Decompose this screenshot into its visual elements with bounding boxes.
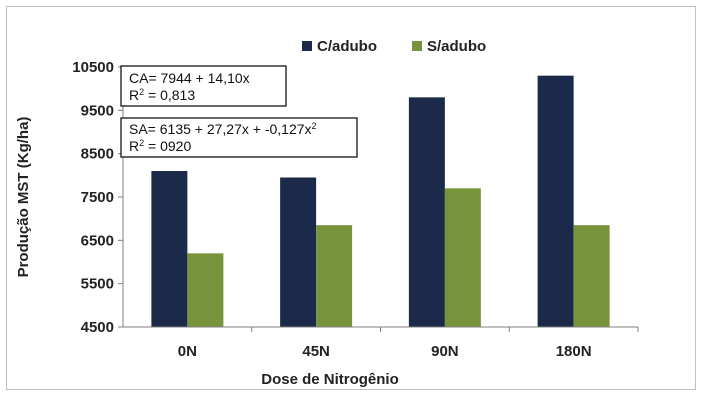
y-axis-title: Produção MST (Kg/ha): [15, 117, 32, 278]
equation-sa: SA= 6135 + 27,27x + -0,127x2: [129, 121, 317, 137]
equation-box-ca: CA= 7944 + 14,10x R2 = 0,813: [120, 65, 287, 107]
legend-swatch-s-adubo: [412, 41, 422, 51]
equation-box-ca-border: [120, 65, 287, 107]
y-tick-label: 8500: [81, 146, 114, 163]
r2-ca-exp: 2: [139, 87, 144, 97]
equation-box-sa: SA= 6135 + 27,27x + -0,127x2 R2 = 0920: [120, 117, 358, 158]
y-axis-ticks: 4500 5500 6500 7500 8500 9500 10500: [72, 59, 123, 336]
y-tick-label: 6500: [81, 232, 114, 249]
bar-s-adubo-45n: [316, 225, 353, 327]
equation-sa-exp: 2: [312, 121, 317, 131]
legend-label-s-adubo: S/adubo: [427, 38, 486, 55]
bar-c-adubo-0n: [151, 171, 188, 327]
y-tick-label: 4500: [81, 319, 114, 336]
bar-s-adubo-180n: [573, 225, 610, 327]
r2-sa-prefix: R: [129, 138, 139, 154]
bar-c-adubo-180n: [537, 75, 574, 328]
y-tick-label: 7500: [81, 189, 114, 206]
x-tick-label: 45N: [302, 343, 330, 360]
r2-sa: R2 = 0920: [129, 138, 191, 154]
r2-sa-value: = 0920: [144, 138, 191, 154]
legend-swatch-c-adubo: [302, 41, 312, 51]
x-tick-label: 180N: [556, 343, 592, 360]
r2-sa-exp: 2: [139, 138, 144, 148]
bar-c-adubo-90n: [408, 97, 445, 327]
equation-sa-prefix: SA= 6135 + 27,27x + -0,127x: [129, 121, 312, 137]
r2-ca-prefix: R: [129, 87, 139, 103]
legend: C/adubo S/adubo: [302, 38, 486, 55]
legend-label-c-adubo: C/adubo: [317, 38, 377, 55]
y-tick-label: 10500: [72, 59, 114, 76]
bar-c-adubo-45n: [280, 177, 317, 327]
y-tick-label: 5500: [81, 276, 114, 293]
x-tick-label: 0N: [178, 343, 197, 360]
y-tick-label: 9500: [81, 102, 114, 119]
r2-ca: R2 = 0,813: [129, 87, 195, 103]
bar-s-adubo-90n: [444, 188, 481, 327]
bar-s-adubo-0n: [187, 253, 224, 327]
equation-box-sa-border: [120, 117, 358, 158]
x-axis-title: Dose de Nitrogênio: [261, 371, 399, 388]
r2-ca-value: = 0,813: [144, 87, 195, 103]
equation-ca: CA= 7944 + 14,10x: [129, 70, 250, 86]
x-axis-ticks: 0N 45N 90N 180N: [178, 327, 639, 360]
bars: [151, 75, 610, 328]
x-tick-label: 90N: [431, 343, 459, 360]
